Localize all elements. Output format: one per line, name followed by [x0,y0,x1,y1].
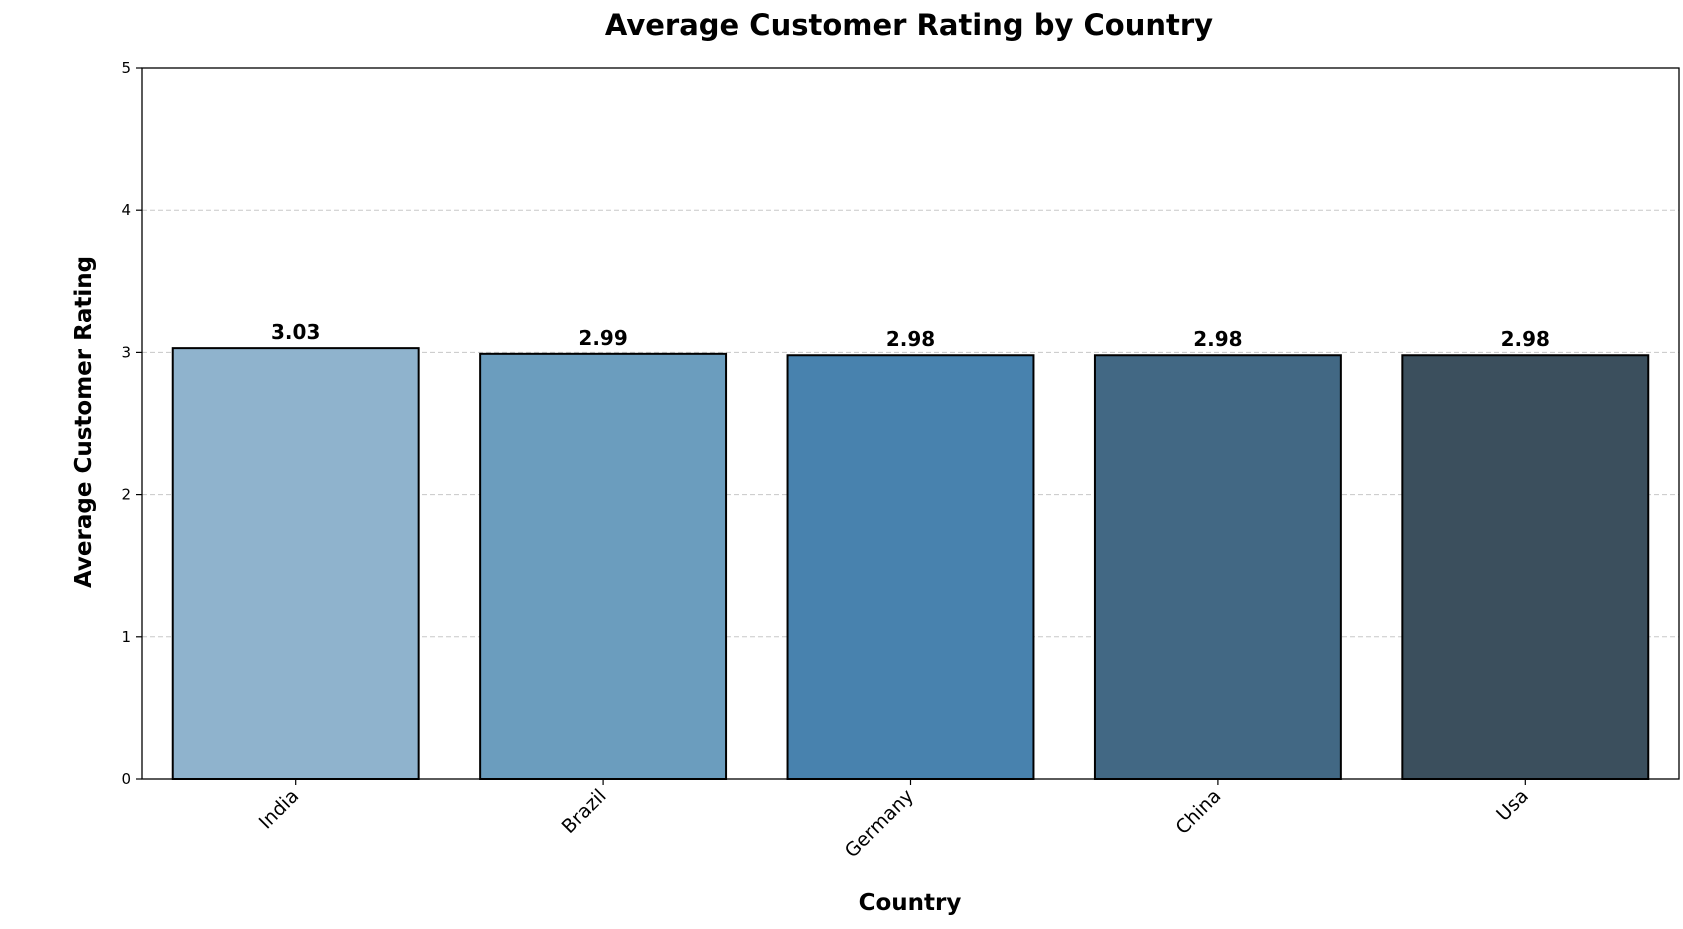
data-label-china: 2.98 [1193,327,1242,351]
y-tick-label-5: 5 [121,59,131,77]
bars [171,347,1650,780]
y-tick-label-2: 2 [121,486,131,504]
data-label-usa: 2.98 [1501,327,1550,351]
data-label-germany: 2.98 [886,327,935,351]
plot-frame [141,67,1680,780]
bar-germany [786,354,1035,780]
bar-brazil [479,352,728,780]
y-axis-ticks: 0 1 2 3 4 5 [121,59,142,788]
chart-title: Average Customer Rating by Country [605,8,1213,42]
bar-india [171,347,420,780]
y-tick-label-3: 3 [121,343,131,361]
x-tick-label-india: India [255,785,304,834]
x-axis-ticks: India Brazil Germany China Usa [255,779,1533,862]
x-tick-label-china: China [1171,785,1225,839]
y-axis-label: Average Customer Rating [71,256,97,588]
y-tick-label-4: 4 [121,201,131,219]
y-tick-label-1: 1 [121,628,131,646]
data-label-brazil: 2.99 [578,326,627,350]
bar-china [1093,354,1342,780]
x-tick-label-usa: Usa [1492,785,1533,826]
bar-usa [1401,354,1650,780]
x-tick-label-brazil: Brazil [558,785,611,838]
x-axis-label: Country [859,890,962,916]
x-tick-label-germany: Germany [841,785,918,862]
data-label-india: 3.03 [271,320,320,344]
data-labels: 3.03 2.99 2.98 2.98 2.98 [271,320,1550,351]
y-tick-label-0: 0 [121,770,131,788]
